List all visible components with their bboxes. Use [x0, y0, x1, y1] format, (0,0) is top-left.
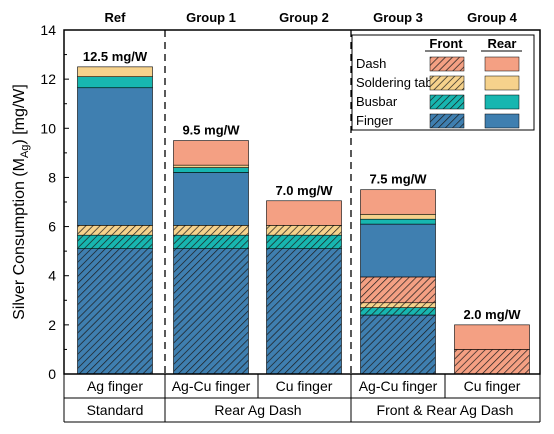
total-label: 12.5 mg/W	[83, 49, 148, 64]
y-tick-label: 0	[48, 366, 56, 382]
y-tick-label: 2	[48, 317, 56, 333]
y-tick-labels: 0 2 4 6 8 10 12 14	[40, 22, 56, 382]
group-dividers	[164, 30, 352, 374]
category-table: Ag finger Ag-Cu finger Cu finger Ag-Cu f…	[63, 374, 541, 423]
bar-segment-busbar-rear	[173, 167, 249, 173]
process-label-rear-dash: Rear Ag Dash	[214, 402, 301, 418]
y-tick-label: 8	[48, 169, 56, 185]
legend: Front Rear Dash Soldering tab Busbar Fin…	[351, 34, 535, 131]
bar-segment-tab-rear	[360, 213, 436, 220]
y-tick-label: 10	[40, 120, 56, 136]
bar-hatch-busbar-front	[173, 235, 249, 249]
bar-hatch-finger-front	[360, 315, 436, 374]
legend-swatch-tab-front-hatch	[430, 76, 464, 90]
bar-segment-dash-rear	[173, 140, 249, 166]
y-tick-label: 14	[40, 22, 56, 38]
legend-swatch-tab-rear	[484, 75, 520, 91]
y-tick-label: 12	[40, 71, 56, 87]
group-header-1: Group 1	[186, 10, 236, 25]
process-label-standard: Standard	[87, 402, 144, 418]
bar-segment-busbar-rear	[77, 76, 153, 89]
legend-swatch-dash-front-hatch	[430, 57, 464, 71]
bars	[77, 66, 530, 375]
legend-swatch-finger-rear	[484, 113, 520, 129]
bar-hatch-tab-front	[77, 225, 153, 236]
group-header-ref: Ref	[105, 10, 127, 25]
bar-hatch-finger-front	[173, 248, 249, 374]
process-label-front-rear-dash: Front & Rear Ag Dash	[377, 402, 514, 418]
bar-segment-busbar-rear	[360, 218, 436, 225]
legend-label-soldering-tab: Soldering tab	[356, 75, 433, 90]
legend-header-rear: Rear	[488, 36, 517, 51]
legend-swatch-busbar-front-hatch	[430, 95, 464, 109]
group-header-4: Group 4	[467, 10, 518, 25]
bar-hatch-tab-front	[360, 302, 436, 308]
bar-hatch-tab-front	[173, 225, 249, 236]
legend-swatch-busbar-rear	[484, 94, 520, 110]
category-label-group4: Cu finger	[464, 378, 521, 394]
legend-label-finger: Finger	[356, 113, 394, 128]
legend-label-busbar: Busbar	[356, 94, 398, 109]
total-label: 2.0 mg/W	[463, 307, 521, 322]
bar-segment-dash-rear	[360, 189, 436, 215]
total-label: 9.5 mg/W	[182, 123, 240, 138]
bar-totals: 12.5 mg/W 9.5 mg/W 7.0 mg/W 7.5 mg/W 2.0…	[83, 49, 521, 322]
bar-segment-tab-rear	[77, 66, 153, 77]
legend-label-dash: Dash	[356, 56, 386, 71]
y-tick-label: 6	[48, 219, 56, 235]
bar-hatch-busbar-front	[266, 235, 342, 249]
bar-hatch-finger-front	[266, 248, 342, 374]
total-label: 7.5 mg/W	[369, 172, 427, 187]
legend-swatch-dash-rear	[484, 56, 520, 72]
plot-frame	[63, 29, 541, 375]
bar-hatch-finger-front	[77, 248, 153, 374]
group-header-3: Group 3	[373, 10, 423, 25]
bar-segment-tab-rear	[173, 164, 249, 168]
bar-segment-finger-rear	[77, 87, 153, 226]
bar-segment-dash-rear	[454, 324, 530, 350]
legend-swatch-finger-front-hatch	[430, 114, 464, 128]
group-header-2: Group 2	[279, 10, 329, 25]
category-label-ref: Ag finger	[87, 378, 143, 394]
bar-hatch-tab-front	[266, 225, 342, 236]
legend-header-front: Front	[429, 36, 463, 51]
total-label: 7.0 mg/W	[275, 183, 333, 198]
category-label-group3: Ag-Cu finger	[359, 378, 438, 394]
bar-segment-finger-rear	[360, 223, 436, 278]
bar-hatch-dash-front	[360, 276, 436, 303]
bar-segment-finger-rear	[173, 172, 249, 226]
bar-hatch-dash-front	[454, 349, 530, 374]
bar-hatch-busbar-front	[77, 235, 153, 249]
bar-segment-dash-rear	[266, 200, 342, 226]
bar-hatch-busbar-front	[360, 307, 436, 316]
y-axis-title: Silver Consumption (MAg) [mg/W]	[11, 84, 31, 320]
category-label-group1: Ag-Cu finger	[172, 378, 251, 394]
category-label-group2: Cu finger	[276, 378, 333, 394]
y-tick-label: 4	[48, 268, 56, 284]
